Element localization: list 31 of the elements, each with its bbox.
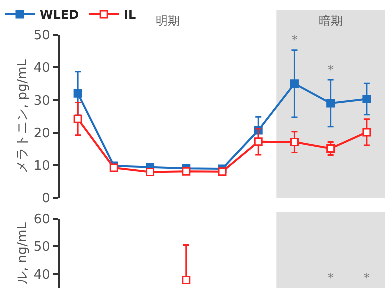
- point: [182, 167, 191, 176]
- y-tick-label: 20: [34, 126, 50, 142]
- point: [290, 80, 299, 88]
- y-tick-label: 0: [42, 192, 50, 207]
- y-tick-label: 30: [34, 94, 50, 109]
- text: *: [328, 271, 334, 285]
- point: [362, 128, 372, 137]
- point: [326, 99, 336, 108]
- y-tick-label: 60: [34, 212, 50, 228]
- point: [362, 94, 372, 104]
- legend-label: WLED: [40, 8, 80, 22]
- text: 明期: [156, 14, 180, 28]
- text: 暗期: [319, 14, 343, 28]
- y-tick-label: 40: [34, 61, 50, 76]
- point: [290, 138, 299, 146]
- y-tick-label: 40: [34, 268, 50, 283]
- text: *: [364, 271, 370, 285]
- y-tick-label: 10: [34, 158, 50, 174]
- point: [326, 144, 336, 154]
- data-label: *: [328, 63, 334, 77]
- y-tick-label: 50: [34, 28, 50, 44]
- y-axis-title: メラトニン, pg/mL: [15, 58, 30, 174]
- legend-label: IL: [124, 8, 137, 22]
- y-axis-title: ル, ng/mL: [15, 222, 30, 285]
- point: [254, 138, 263, 146]
- point: [74, 114, 82, 124]
- y-tick-label: 50: [34, 240, 50, 256]
- point: [74, 89, 82, 98]
- data-label: *: [292, 33, 298, 47]
- point: [218, 168, 227, 176]
- point: [146, 168, 155, 176]
